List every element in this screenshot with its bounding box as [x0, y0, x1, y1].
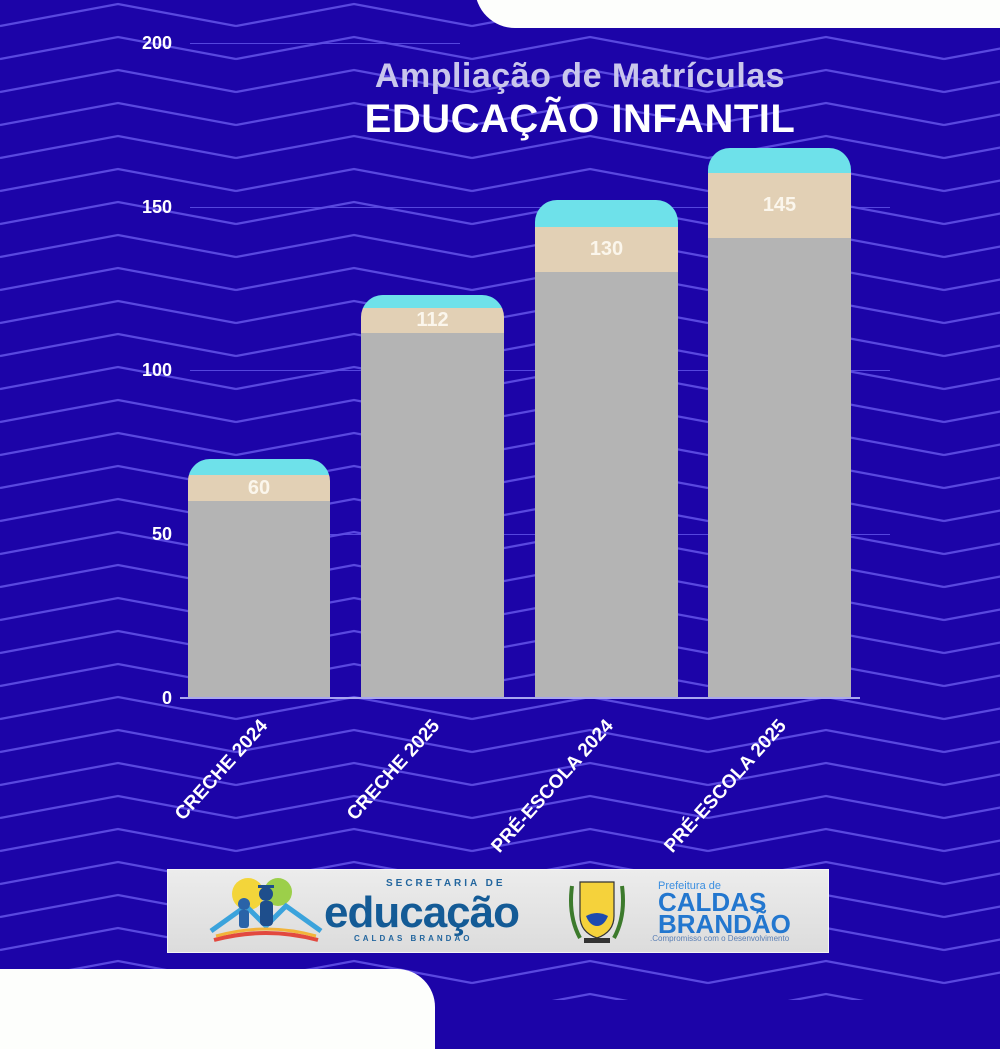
bar-creche-2025: 112: [361, 295, 504, 697]
decorative-white-tab-bottom: [0, 969, 435, 1049]
gridline-200: [190, 43, 460, 44]
bar-value-label: 60: [188, 475, 330, 501]
decorative-white-tab-top: [475, 0, 1000, 28]
y-tick-100: 100: [141, 360, 172, 380]
bar-cap: [535, 200, 678, 227]
bar-creche-2024: 60: [188, 459, 330, 697]
prefeitura-caldas: CALDAS: [658, 887, 767, 917]
x-axis-baseline: [180, 697, 860, 699]
bar-body: [361, 333, 504, 697]
bar-value-label: 145: [708, 173, 851, 238]
prefeitura-brandao: BRANDÃO: [658, 909, 791, 939]
secretaria-educacao-logo: SECRETARIA DE educação CALDAS BRANDÃO: [206, 876, 536, 946]
bar-pre-escola-2024: 130: [535, 200, 678, 697]
bar-cap: [708, 148, 851, 173]
footer-logo-strip: SECRETARIA DE educação CALDAS BRANDÃO Pr…: [167, 869, 829, 953]
prefeitura-label: Prefeitura de: [658, 880, 721, 892]
y-tick-0: 0: [161, 688, 172, 708]
bar-body: [188, 501, 330, 697]
children-book-icon: [209, 878, 323, 942]
municipal-crest-icon: [569, 881, 625, 943]
edu-caldas-text: CALDAS BRANDÃO: [354, 934, 473, 943]
edu-educacao-text: educação: [324, 888, 520, 937]
chart-subtitle: Ampliação de Matrículas: [374, 57, 786, 95]
prefeitura-tagline: .Compromisso com o Desenvolvimento: [650, 934, 790, 943]
y-tick-150: 150: [141, 197, 172, 217]
bar-body: [535, 272, 678, 697]
bar-cap: [188, 459, 330, 475]
chart-title: Ampliação de Matrículas EDUCAÇÃO INFANTI…: [300, 56, 860, 142]
bar-cap: [361, 295, 504, 308]
bar-pre-escola-2025: 145: [708, 148, 851, 697]
y-tick-50: 50: [151, 524, 172, 544]
y-tick-200: 200: [141, 33, 172, 53]
bar-body: [708, 238, 851, 697]
bar-value-label: 130: [535, 227, 678, 272]
bar-value-label: 112: [361, 308, 504, 333]
edu-secretaria-text: SECRETARIA DE: [386, 878, 506, 889]
chart-main-title: EDUCAÇÃO INFANTIL: [364, 97, 796, 141]
